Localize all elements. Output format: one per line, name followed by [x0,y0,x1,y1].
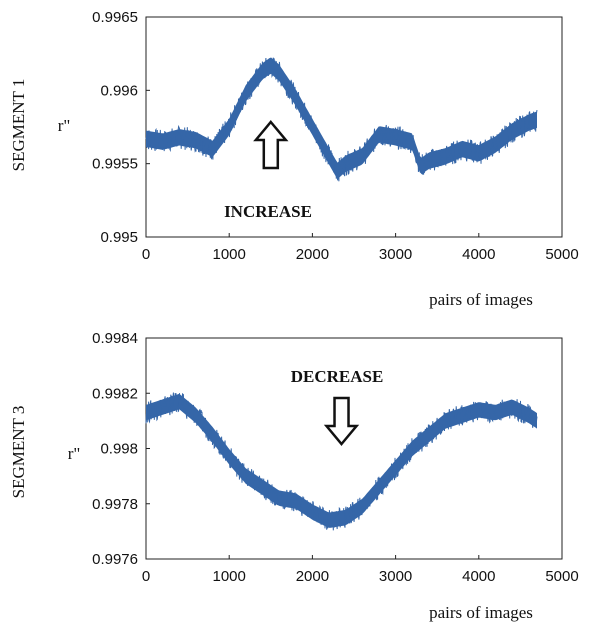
y-tick-label: 0.9982 [92,385,138,402]
side-label: SEGMENT 1 [9,79,28,172]
y-tick-label: 0.9976 [92,551,138,568]
y-axis-label: r" [68,444,81,463]
annotation-label: INCREASE [224,202,312,221]
x-tick-label: 4000 [462,246,495,263]
x-tick-label: 0 [142,568,150,585]
plot-area: 0 1000 2000 3000 4000 5000 0.995 0.9955 0.996 0.9… [92,9,579,263]
chart-panel-segment-3: SEGMENT 3 r" 0 1000 2000 3000 4000 5000 0.9976… [9,330,579,622]
series-line [145,57,538,182]
y-tick-label: 0.996 [100,82,138,99]
series-line [145,392,538,531]
arrow-down-icon [323,396,360,446]
y-tick-label: 0.9978 [92,496,138,513]
x-tick-label: 1000 [213,568,246,585]
y-axis-label: r" [58,116,71,135]
x-tick-label: 2000 [296,568,329,585]
y-tick-label: 0.9965 [92,9,138,26]
x-axis-label: pairs of images [429,603,533,622]
axes-box [145,16,563,238]
y-tick-label: 0.995 [100,229,138,246]
x-tick-label: 3000 [379,246,412,263]
y-tick-label: 0.9984 [92,330,138,347]
x-tick-label: 1000 [213,246,246,263]
x-tick-label: 5000 [545,568,578,585]
annotation-label: DECREASE [291,367,384,386]
x-tick-label: 2000 [296,246,329,263]
x-tick-label: 3000 [379,568,412,585]
x-axis-label: pairs of images [429,290,533,309]
x-tick-label: 5000 [545,246,578,263]
plot-area: 0 1000 2000 3000 4000 5000 0.9976 0.9978 0.998 0.… [92,330,579,585]
arrow-up-icon [253,120,289,170]
y-tick-label: 0.9955 [92,156,138,173]
y-tick-label: 0.998 [100,441,138,458]
chart-panel-segment-1: SEGMENT 1 r" 0 1000 2000 3000 4000 50000.9950… [9,9,579,309]
x-tick-label: 4000 [462,568,495,585]
side-label: SEGMENT 3 [9,406,28,499]
x-tick-label: 0 [142,246,150,263]
